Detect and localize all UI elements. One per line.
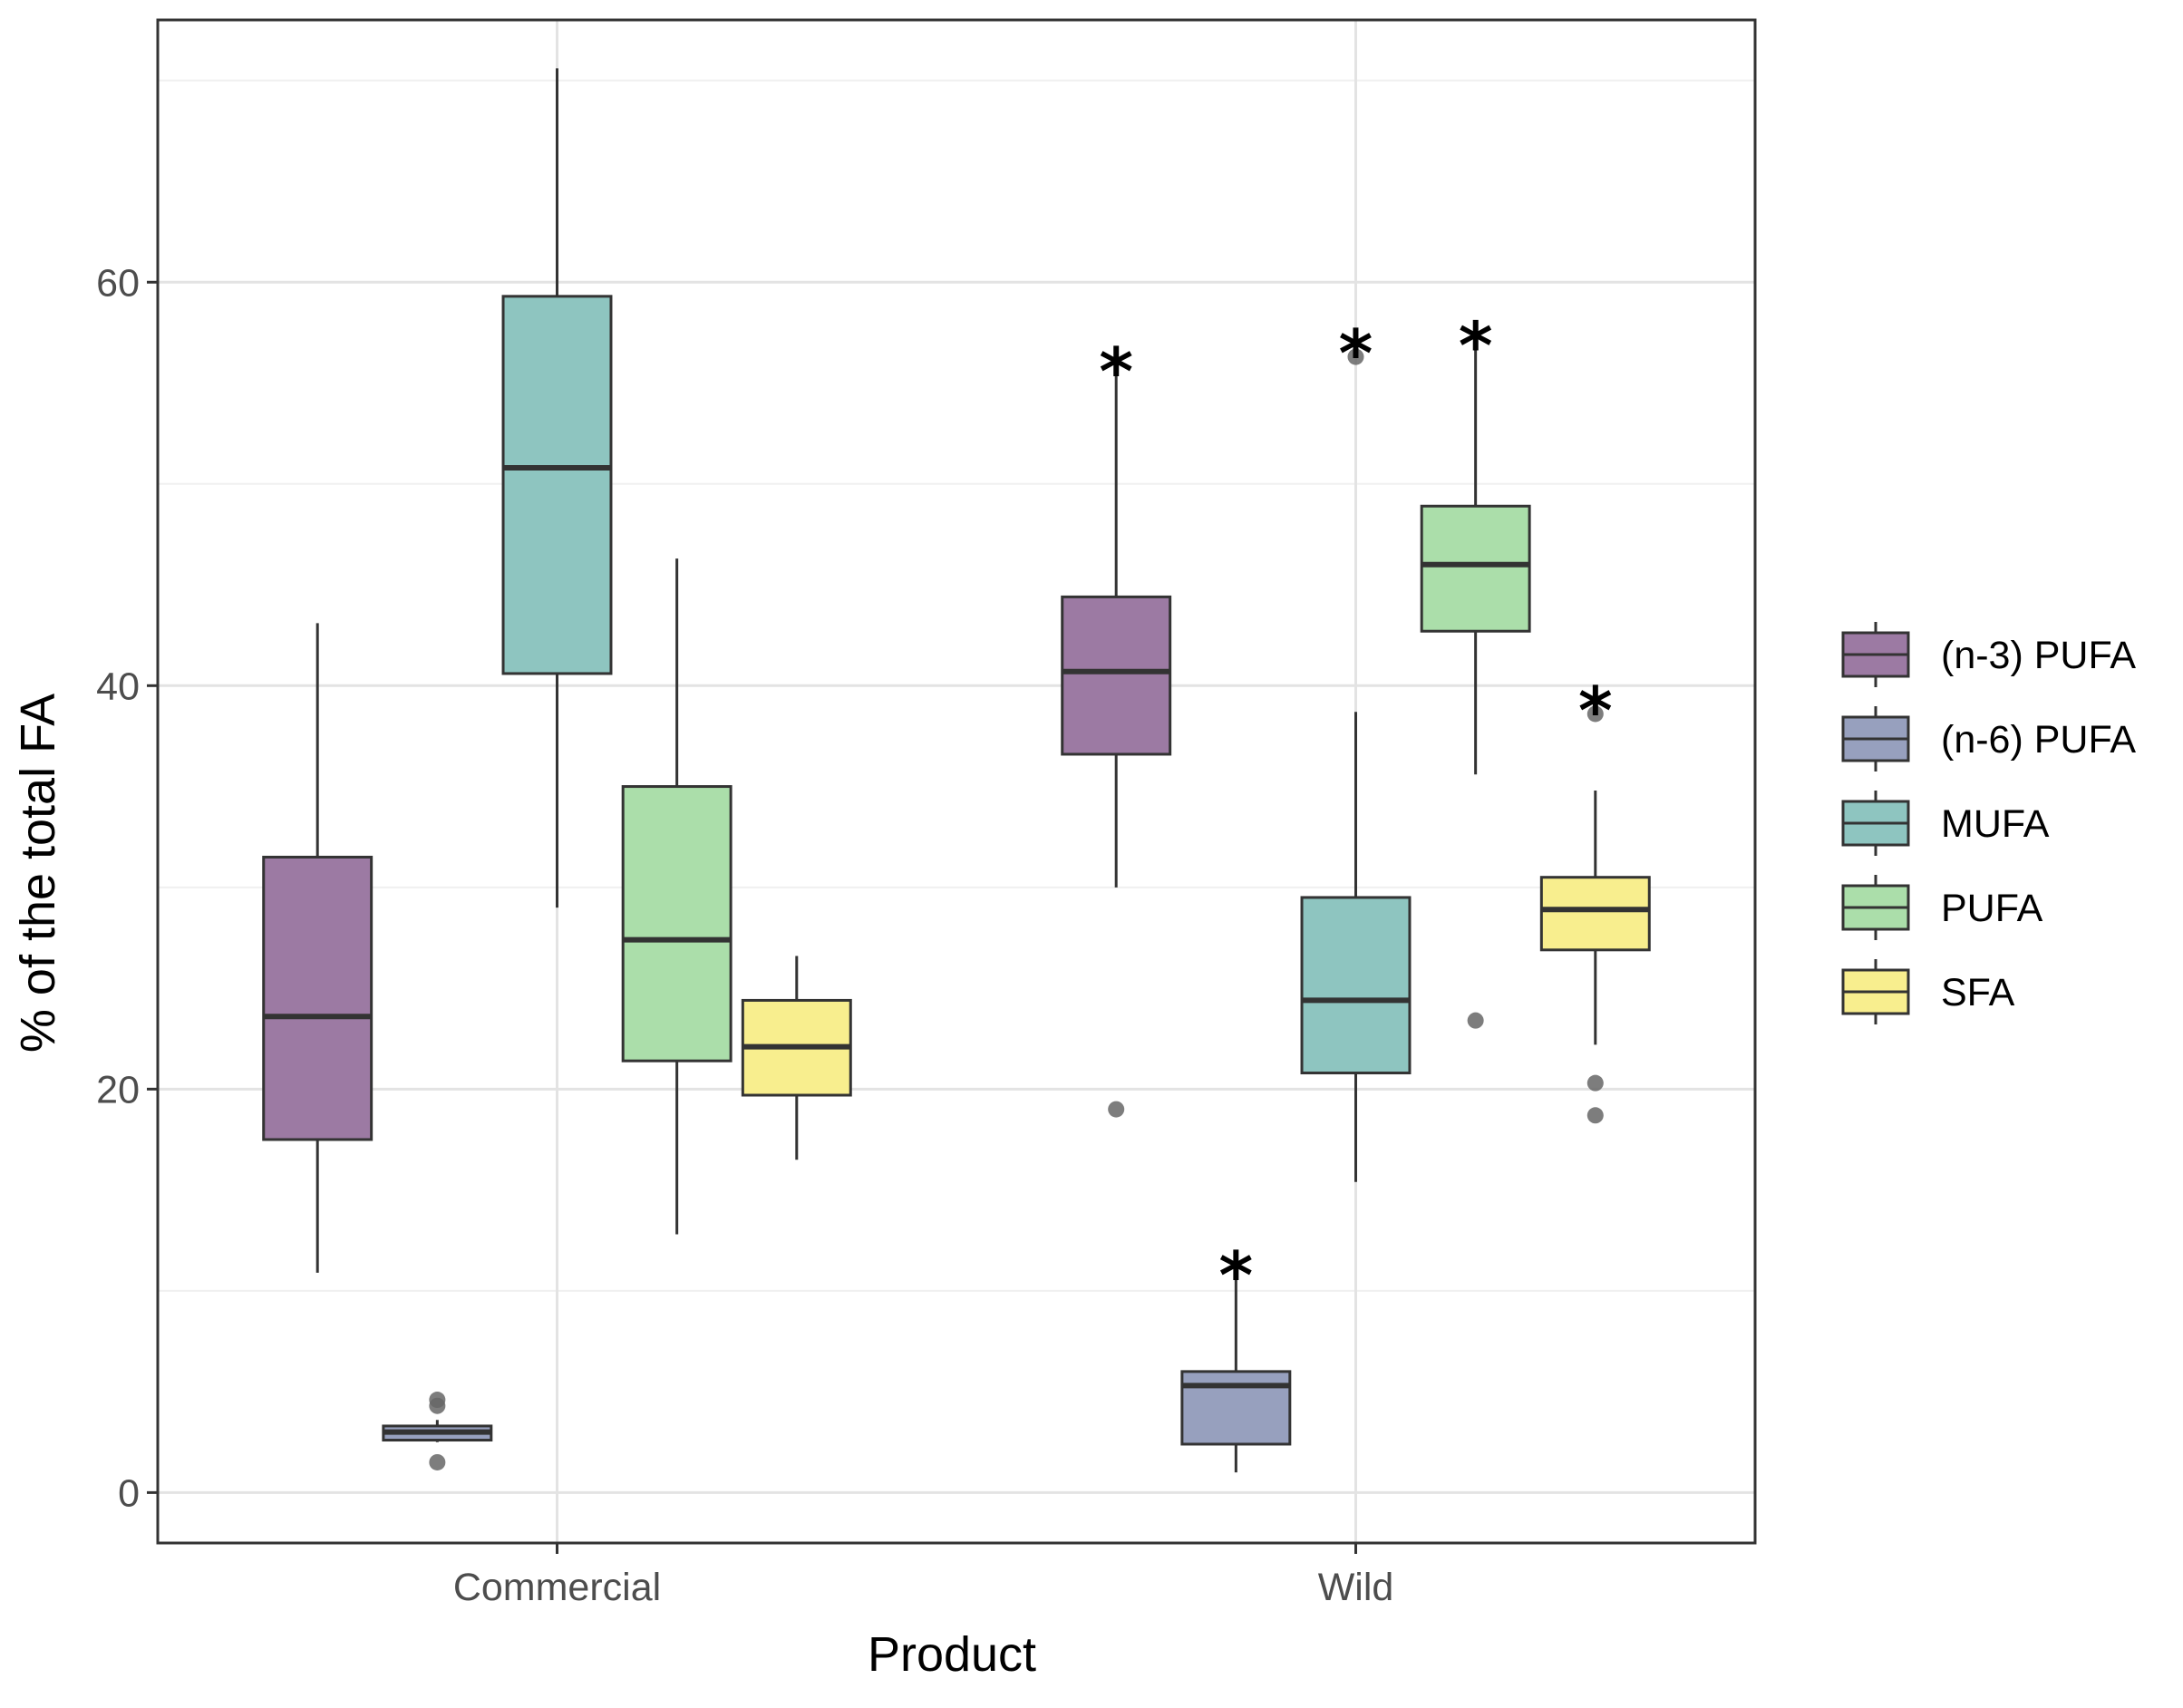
legend-item-sfa: SFA: [1841, 959, 2015, 1024]
legend: (n-3) PUFA (n-6) PUFA MUFA PUFA SFA: [1841, 622, 2136, 1024]
box-n-6-pufa-commercial: [382, 1392, 493, 1470]
y-tick-label: 60: [96, 261, 140, 305]
outlier-point: [1347, 348, 1364, 365]
significance-star: *: [1219, 1237, 1254, 1314]
significance-star: *: [1578, 673, 1613, 749]
y-axis-title: % of the total FA: [11, 694, 65, 1053]
box-n-3-pufa-commercial: [262, 623, 374, 1273]
x-tick-label: Wild: [1318, 1566, 1394, 1609]
grid-layer: [158, 20, 1755, 1543]
outlier-point: [1467, 1012, 1484, 1029]
box-iqr: [1420, 504, 1531, 633]
panel-background: [158, 20, 1755, 1543]
outlier-point: [1586, 1107, 1604, 1124]
box-iqr: [621, 785, 733, 1063]
box-mufa-wild: *: [1300, 315, 1412, 1182]
x-axis-title: Product: [868, 1627, 1036, 1682]
y-tick-label: 0: [118, 1471, 140, 1515]
box-pufa-wild: *: [1420, 307, 1531, 1029]
legend-item-n-3-pufa: (n-3) PUFA: [1841, 622, 2136, 687]
legend-item-n-6-pufa: (n-6) PUFA: [1841, 706, 2136, 772]
box-iqr: [1061, 595, 1172, 756]
box-iqr: [262, 855, 374, 1141]
box-n-6-pufa-wild: *: [1180, 1237, 1292, 1473]
legend-label: (n-3) PUFA: [1941, 634, 2136, 677]
box-layer: * * * * *: [262, 68, 1651, 1473]
legend-item-pufa: PUFA: [1841, 875, 2043, 940]
axis-layer: 0 20 40 60 Commercial Wild: [96, 18, 1757, 1609]
significance-star: *: [1459, 307, 1493, 383]
legend-item-mufa: MUFA: [1841, 791, 2050, 856]
legend-label: SFA: [1941, 971, 2015, 1014]
outlier-point: [429, 1453, 446, 1470]
y-tick-label: 20: [96, 1068, 140, 1111]
legend-label: PUFA: [1941, 887, 2043, 930]
legend-label: MUFA: [1941, 802, 2050, 846]
box-iqr: [1180, 1370, 1292, 1446]
box-pufa-commercial: [621, 558, 733, 1235]
significance-star: *: [1339, 315, 1373, 392]
box-n-3-pufa-wild: *: [1061, 334, 1172, 1118]
box-iqr: [1300, 896, 1412, 1075]
box-sfa-commercial: [741, 956, 852, 1160]
box-sfa-wild: *: [1539, 673, 1651, 1124]
box-iqr: [501, 295, 613, 675]
panel-border: [156, 18, 1757, 1545]
outlier-point: [429, 1392, 446, 1409]
legend-label: (n-6) PUFA: [1941, 718, 2136, 762]
box-iqr: [1539, 876, 1651, 952]
significance-star: *: [1099, 334, 1133, 410]
outlier-point: [1108, 1101, 1125, 1118]
outlier-point: [1586, 1074, 1604, 1092]
box-mufa-commercial: [501, 68, 613, 908]
y-tick-label: 40: [96, 665, 140, 708]
outlier-point: [1586, 705, 1604, 723]
x-tick-label: Commercial: [453, 1566, 661, 1609]
